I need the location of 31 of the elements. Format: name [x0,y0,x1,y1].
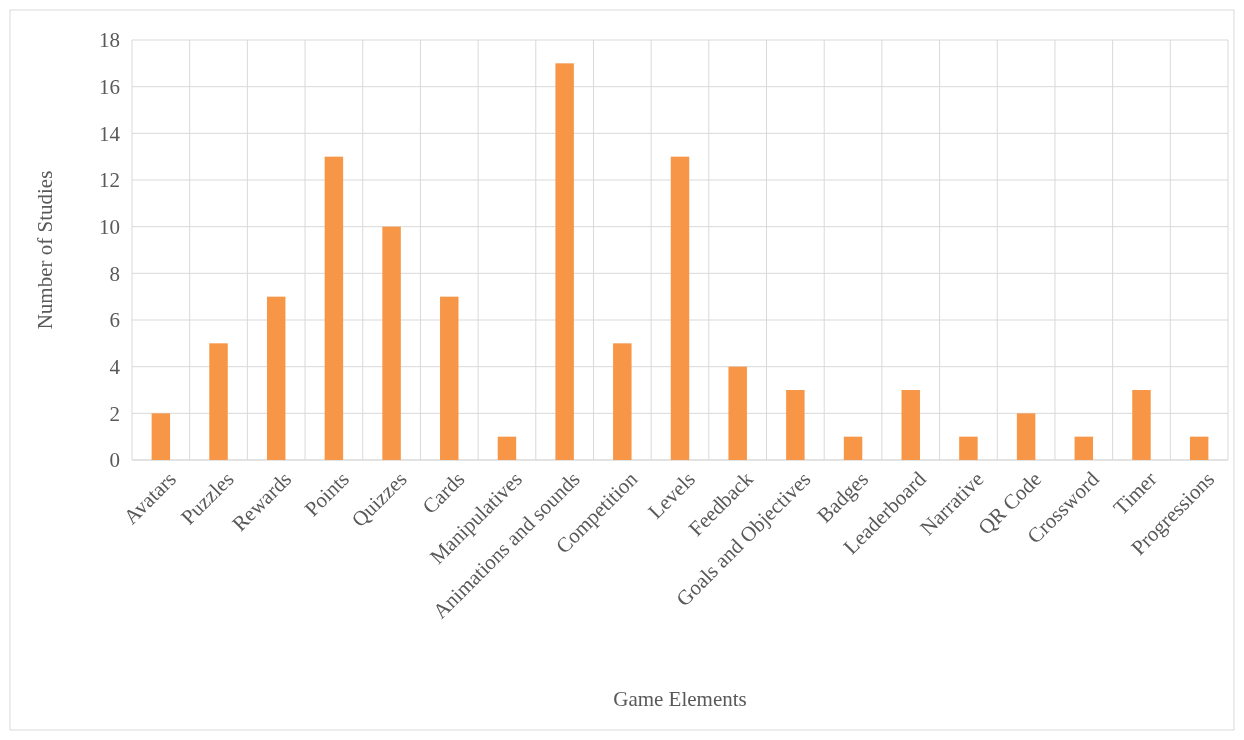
bar [1016,413,1036,460]
y-tick-label: 14 [99,121,121,146]
x-axis-title: Game Elements [613,687,747,711]
y-axis-title: Number of Studies [33,170,57,330]
y-tick-label: 0 [109,448,120,473]
y-tick-label: 6 [109,308,120,333]
bar [901,390,920,460]
bar [440,296,459,460]
bar [613,343,632,460]
y-tick-label: 16 [99,75,120,100]
bar [266,296,286,460]
bar [1132,390,1151,460]
bar [1189,436,1209,460]
y-tick-label: 4 [109,355,121,380]
bar [843,436,863,460]
bar [959,436,978,460]
bar [151,413,171,460]
y-tick-label: 10 [99,215,120,240]
bar [670,156,690,460]
y-tick-label: 2 [109,401,120,426]
bar [497,436,517,460]
bar [555,63,574,460]
bar [786,390,805,460]
bar [209,343,228,460]
bar [1074,436,1094,460]
bar [728,366,747,460]
bar [324,156,344,460]
bar [382,226,401,460]
y-tick-label: 8 [109,261,120,286]
y-tick-label: 12 [99,168,120,193]
y-tick-label: 18 [99,28,120,53]
